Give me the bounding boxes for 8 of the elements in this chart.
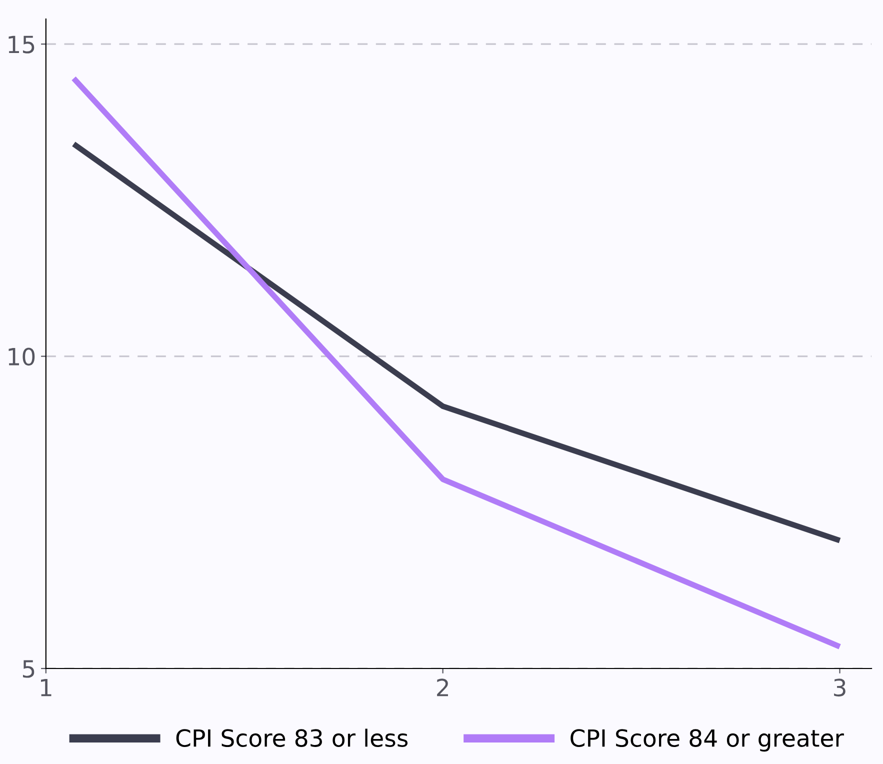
y-tick-label: 5 bbox=[22, 660, 34, 678]
legend-label: CPI Score 84 or greater bbox=[570, 729, 844, 752]
x-tick-label: 1 bbox=[41, 678, 52, 696]
y-tick-label: 10 bbox=[8, 348, 35, 366]
x-tick-label: 2 bbox=[437, 678, 448, 696]
x-tick-label: 3 bbox=[834, 678, 846, 696]
legend-label: CPI Score 83 or less bbox=[176, 728, 408, 747]
y-tick-label: 15 bbox=[8, 36, 34, 54]
